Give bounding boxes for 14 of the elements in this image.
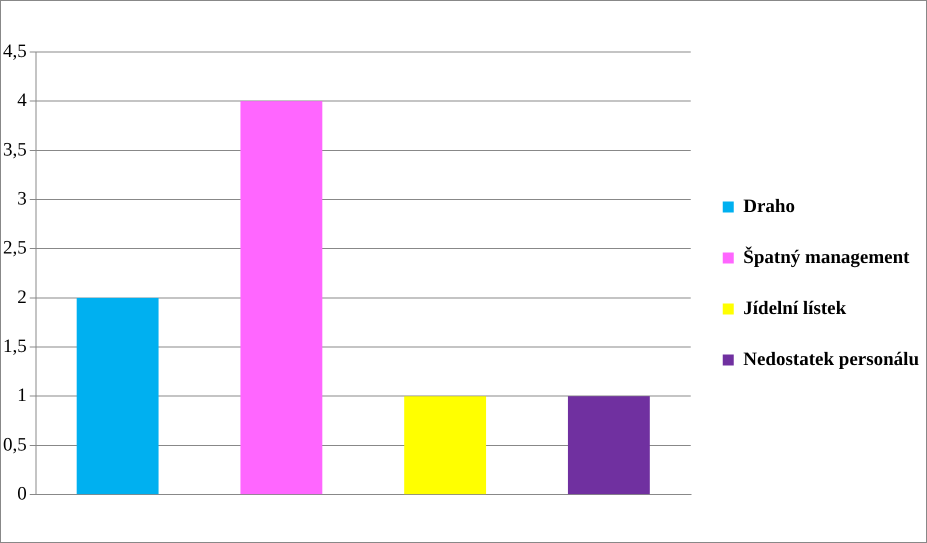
y-tick-label: 4,5 [3,40,27,62]
y-tick-label: 1,5 [3,336,27,358]
y-tick-label: 0,5 [3,434,27,456]
y-tick-label: 3,5 [3,139,27,160]
y-tick-label: 2,5 [3,238,27,259]
legend-label: Jídelní lístek [743,298,847,319]
y-tick-label: 0 [17,484,27,505]
y-tick-label: 2 [17,286,27,308]
y-tick-label: 3 [17,188,27,210]
legend-label: Nedostatek personálu [743,348,920,370]
legend-label: Špatný management [743,246,910,268]
legend-label: Draho [743,196,795,217]
y-tick-label: 1 [17,385,27,406]
y-tick-label: 4 [17,90,28,112]
